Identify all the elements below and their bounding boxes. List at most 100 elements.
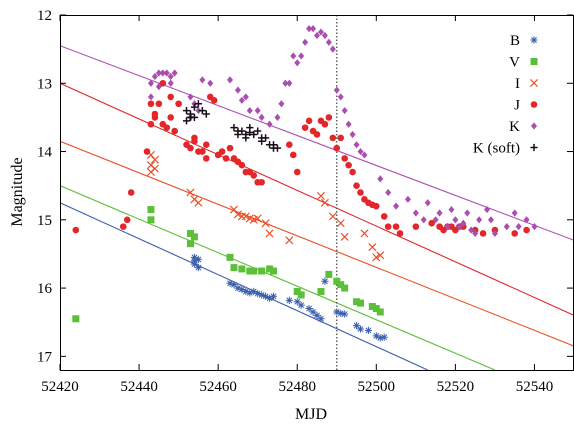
data-point — [186, 229, 194, 237]
y-tick-label: 17 — [37, 349, 53, 365]
data-point — [380, 333, 388, 341]
data-point — [155, 69, 162, 77]
data-point — [306, 25, 313, 33]
data-point — [171, 127, 178, 135]
data-point — [159, 69, 166, 77]
data-point — [238, 285, 246, 294]
data-point — [175, 100, 182, 108]
data-point — [531, 223, 538, 231]
data-point — [314, 31, 320, 40]
data-point — [199, 148, 206, 155]
data-point — [515, 223, 522, 231]
data-point — [151, 114, 159, 121]
data-point — [530, 101, 538, 108]
data-point — [227, 76, 234, 84]
legend-marker — [530, 58, 538, 65]
data-point — [404, 195, 411, 203]
data-point — [364, 326, 372, 335]
data-point — [333, 308, 341, 316]
data-point — [150, 164, 159, 173]
y-tick-label: 16 — [37, 281, 53, 297]
legend-marker — [531, 122, 537, 130]
data-point — [194, 263, 202, 272]
data-point — [293, 298, 301, 306]
data-point — [333, 86, 340, 94]
x-tick-label: 52520 — [437, 379, 475, 395]
legend-label: K — [509, 119, 520, 135]
data-point — [190, 233, 198, 241]
data-point — [226, 279, 234, 287]
data-point — [195, 106, 202, 115]
data-point — [270, 267, 278, 275]
data-point — [368, 243, 377, 252]
data-point — [266, 120, 273, 128]
data-point — [337, 309, 345, 317]
data-point — [317, 287, 325, 295]
y-tick-label: 12 — [37, 8, 52, 24]
data-point — [202, 141, 210, 149]
data-point — [167, 79, 174, 87]
data-point — [384, 223, 392, 230]
data-point — [250, 130, 258, 139]
data-point — [182, 106, 191, 115]
data-point — [373, 202, 380, 210]
data-point — [246, 106, 253, 115]
data-point — [511, 209, 518, 217]
data-point — [233, 210, 242, 219]
legend-label: B — [510, 33, 520, 49]
data-point — [353, 298, 361, 306]
data-point — [262, 292, 270, 300]
data-point — [349, 168, 356, 176]
data-point — [194, 198, 203, 207]
data-point — [191, 134, 198, 142]
data-point — [336, 219, 345, 228]
data-point — [530, 36, 538, 44]
data-point — [452, 216, 459, 224]
data-point — [337, 134, 345, 142]
axis-ticks: 52420 52440 52460 52480 52500 52520 52540 12 13 1… — [37, 8, 573, 395]
data-point — [468, 226, 475, 234]
data-point — [234, 130, 242, 139]
data-point — [238, 265, 246, 273]
data-point — [261, 219, 270, 228]
data-point — [202, 110, 210, 118]
legend-label: K (soft) — [473, 141, 520, 157]
legend-marker — [529, 78, 539, 88]
data-point — [294, 59, 301, 67]
data-point — [345, 161, 352, 169]
data-point — [147, 216, 155, 224]
data-point — [190, 113, 199, 122]
data-point — [147, 100, 155, 108]
data-point — [392, 223, 400, 230]
data-point — [368, 303, 376, 311]
data-point — [226, 144, 234, 152]
data-point — [207, 79, 214, 87]
y-tick-label: 14 — [37, 145, 53, 161]
data-point — [349, 130, 356, 139]
data-point — [269, 292, 278, 300]
data-point — [151, 72, 158, 81]
data-point — [286, 141, 293, 149]
data-point — [345, 120, 352, 128]
data-point — [317, 28, 324, 36]
data-point — [190, 103, 199, 111]
x-tick-label: 52480 — [278, 379, 316, 395]
legend-label: J — [514, 98, 520, 114]
data-point — [250, 172, 258, 179]
legend-label: V — [509, 55, 520, 71]
data-point — [258, 267, 266, 275]
data-point — [285, 236, 294, 245]
data-point — [147, 206, 155, 214]
data-point — [290, 52, 297, 60]
data-point — [357, 147, 364, 156]
data-point — [222, 155, 230, 162]
data-point — [321, 120, 329, 128]
data-point — [376, 308, 384, 316]
series-i — [146, 150, 385, 262]
data-point — [286, 79, 293, 87]
x-axis-title: MJD — [295, 406, 327, 423]
data-point — [278, 100, 285, 108]
data-point — [325, 38, 332, 46]
data-point — [226, 253, 234, 261]
